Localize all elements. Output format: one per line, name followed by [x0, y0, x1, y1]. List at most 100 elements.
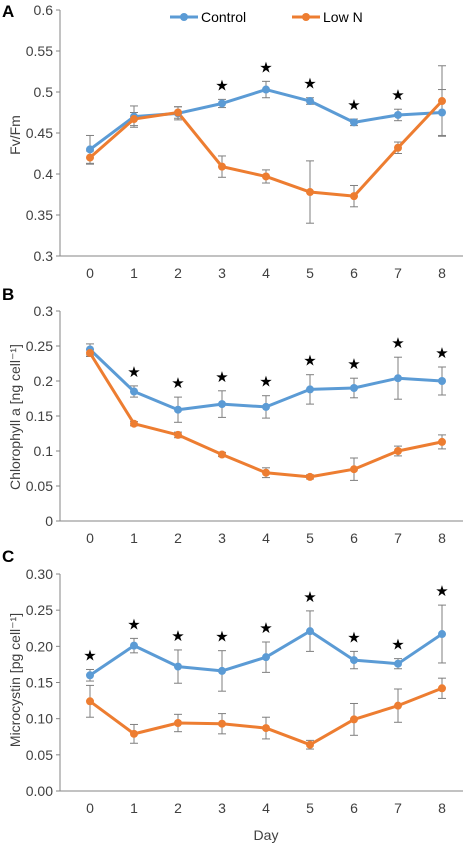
panel-b-point-control — [438, 377, 446, 385]
panel-a-marks: ★ ★ ★ ★ ★ — [86, 59, 446, 224]
panel-a-y-tick-label: 0.3 — [34, 248, 54, 264]
panel-b-y-tick-label: 0.15 — [26, 408, 53, 424]
panel-b-y-tick-label: 0.2 — [34, 373, 54, 389]
panel-a-significance-star: ★ — [347, 97, 360, 114]
panel-b-point-low-n — [394, 447, 402, 455]
panel-a-y-tick-label: 0.5 — [34, 84, 54, 100]
panel-c-significance-star: ★ — [303, 589, 316, 606]
panel-c-significance-star: ★ — [347, 629, 360, 646]
panel-c-point-low-n — [438, 684, 446, 693]
panel-a-point-control — [306, 97, 314, 106]
panel-c-point-low-n — [350, 715, 358, 724]
panel-c-marks: ★ ★ ★ ★ ★ ★ ★ ★ ★ — [83, 583, 449, 750]
panel-b-point-control — [174, 405, 182, 414]
panel-b-point-control — [350, 384, 358, 392]
panel-b-point-low-n — [86, 349, 94, 357]
panel-a-y-tick-label: 0.45 — [26, 125, 53, 141]
panel-b-x-tick-label: 4 — [262, 530, 270, 546]
panel-a-point-low-n — [218, 162, 226, 171]
panel-c-x-tick-label: 6 — [350, 800, 358, 816]
panel-c-significance-star: ★ — [435, 583, 448, 600]
panel-a-point-low-n — [130, 115, 138, 124]
panel-c-point-low-n — [306, 740, 314, 749]
panel-b-marks: ★ ★ ★ ★ ★ ★ ★ ★ — [86, 335, 449, 481]
panel-a-x-tick-label: 6 — [350, 265, 358, 281]
panel-a-point-low-n — [174, 108, 182, 117]
panel-b-point-control — [306, 385, 314, 394]
panel-b-point-low-n — [306, 472, 314, 481]
panel-a-point-control — [262, 85, 270, 94]
panel-a-point-control — [86, 145, 94, 154]
panel-c-significance-star: ★ — [127, 616, 140, 633]
panel-c-x-tick-label: 4 — [262, 800, 270, 816]
panel-c: C Microcystin [pg cell⁻¹] 0.000.050.100.… — [2, 547, 463, 816]
panel-a: A Fv/Fm 0.3 0.35 0.4 0.45 0.5 0.55 0.6 0 1 2 3 4 5 6 7… — [2, 2, 463, 281]
panel-b-x-tick-label: 6 — [350, 530, 358, 546]
panel-b-significance-star: ★ — [303, 353, 316, 370]
panel-b-point-low-n — [174, 430, 182, 439]
panel-a-x-tick-label: 1 — [130, 265, 138, 281]
panel-a-point-control — [350, 118, 358, 127]
panel-b-x-tick-label: 3 — [218, 530, 226, 546]
panel-a-point-control — [438, 108, 446, 117]
panel-c-y-tick-label: 0.05 — [26, 747, 53, 763]
panel-b-x-tick-label: 7 — [394, 530, 402, 546]
panel-c-point-control — [350, 656, 358, 665]
panel-b-axes: 0 0.05 0.1 0.15 0.2 0.25 0.3 0 1 2 3 4 5 6 7 8 — [26, 303, 463, 546]
legend-label-control: Control — [201, 9, 246, 25]
panel-b-letter: B — [2, 285, 14, 304]
panel-c-axes: 0.00 0.05 0.10 0.15 0.20 0.25 0.30 0 1 2 3 4 5 6 7 8 — [26, 566, 463, 816]
panel-b-y-tick-label: 0.05 — [26, 478, 53, 494]
panel-c-point-low-n — [174, 719, 182, 728]
panel-a-y-tick-label: 0.4 — [34, 166, 54, 182]
panel-c-letter: C — [2, 547, 14, 566]
panel-b-y-tick-label: 0 — [45, 513, 53, 529]
panel-b-x-tick-label: 0 — [86, 530, 94, 546]
panel-b-point-control — [218, 400, 226, 409]
panel-b-significance-star: ★ — [171, 375, 184, 392]
panel-b-y-tick-label: 0.25 — [26, 338, 53, 354]
panel-a-significance-star: ★ — [303, 76, 316, 93]
panel-c-x-tick-label: 0 — [86, 800, 94, 816]
panel-a-significance-star: ★ — [259, 59, 272, 76]
panel-c-y-tick-label: 0.30 — [26, 566, 53, 582]
panel-c-x-tick-label: 1 — [130, 800, 138, 816]
panel-c-significance-star: ★ — [171, 628, 184, 645]
panel-b-y-tick-label: 0.3 — [34, 303, 54, 319]
panel-c-point-low-n — [86, 697, 94, 706]
panel-b-significance-star: ★ — [347, 356, 360, 373]
panel-a-series-line-control — [89, 88, 443, 151]
panel-a-point-control — [394, 110, 402, 119]
panel-c-y-tick-label: 0.20 — [26, 638, 53, 654]
panel-c-x-tick-label: 3 — [218, 800, 226, 816]
panel-b-y-tick-label: 0.1 — [34, 443, 54, 459]
panel-c-point-low-n — [218, 719, 226, 728]
panel-a-significance-star: ★ — [215, 77, 228, 94]
panel-c-significance-star: ★ — [215, 629, 228, 646]
panel-b-point-low-n — [438, 437, 446, 446]
panel-b-ylabel: Chlorophyll a [ng cell⁻¹] — [7, 344, 23, 490]
panel-b-significance-star: ★ — [215, 369, 228, 386]
panel-c-y-tick-label: 0.25 — [26, 602, 53, 618]
panel-b-significance-star: ★ — [127, 364, 140, 381]
panel-a-y-tick-label: 0.35 — [26, 207, 53, 223]
panel-a-x-tick-label: 8 — [438, 265, 446, 281]
panel-c-point-control — [174, 662, 182, 671]
panel-b-x-tick-label: 5 — [306, 530, 314, 546]
panel-c-point-control — [130, 641, 138, 650]
panel-c-significance-star: ★ — [259, 620, 272, 637]
panel-b-point-low-n — [350, 465, 358, 474]
panel-c-y-tick-label: 0.15 — [26, 675, 53, 691]
panel-c-point-control — [218, 666, 226, 675]
panel-b-point-low-n — [218, 450, 226, 459]
panel-c-significance-star: ★ — [391, 637, 404, 654]
panel-a-x-tick-label: 7 — [394, 265, 402, 281]
x-axis-title: Day — [254, 827, 279, 843]
panel-a-x-tick-label: 3 — [218, 265, 226, 281]
panel-a-axes: 0.3 0.35 0.4 0.45 0.5 0.55 0.6 0 1 2 3 4 5 6 7 8 — [26, 2, 463, 281]
panel-b-significance-star: ★ — [391, 335, 404, 352]
panel-c-point-control — [438, 630, 446, 639]
panel-a-x-tick-label: 4 — [262, 265, 270, 281]
